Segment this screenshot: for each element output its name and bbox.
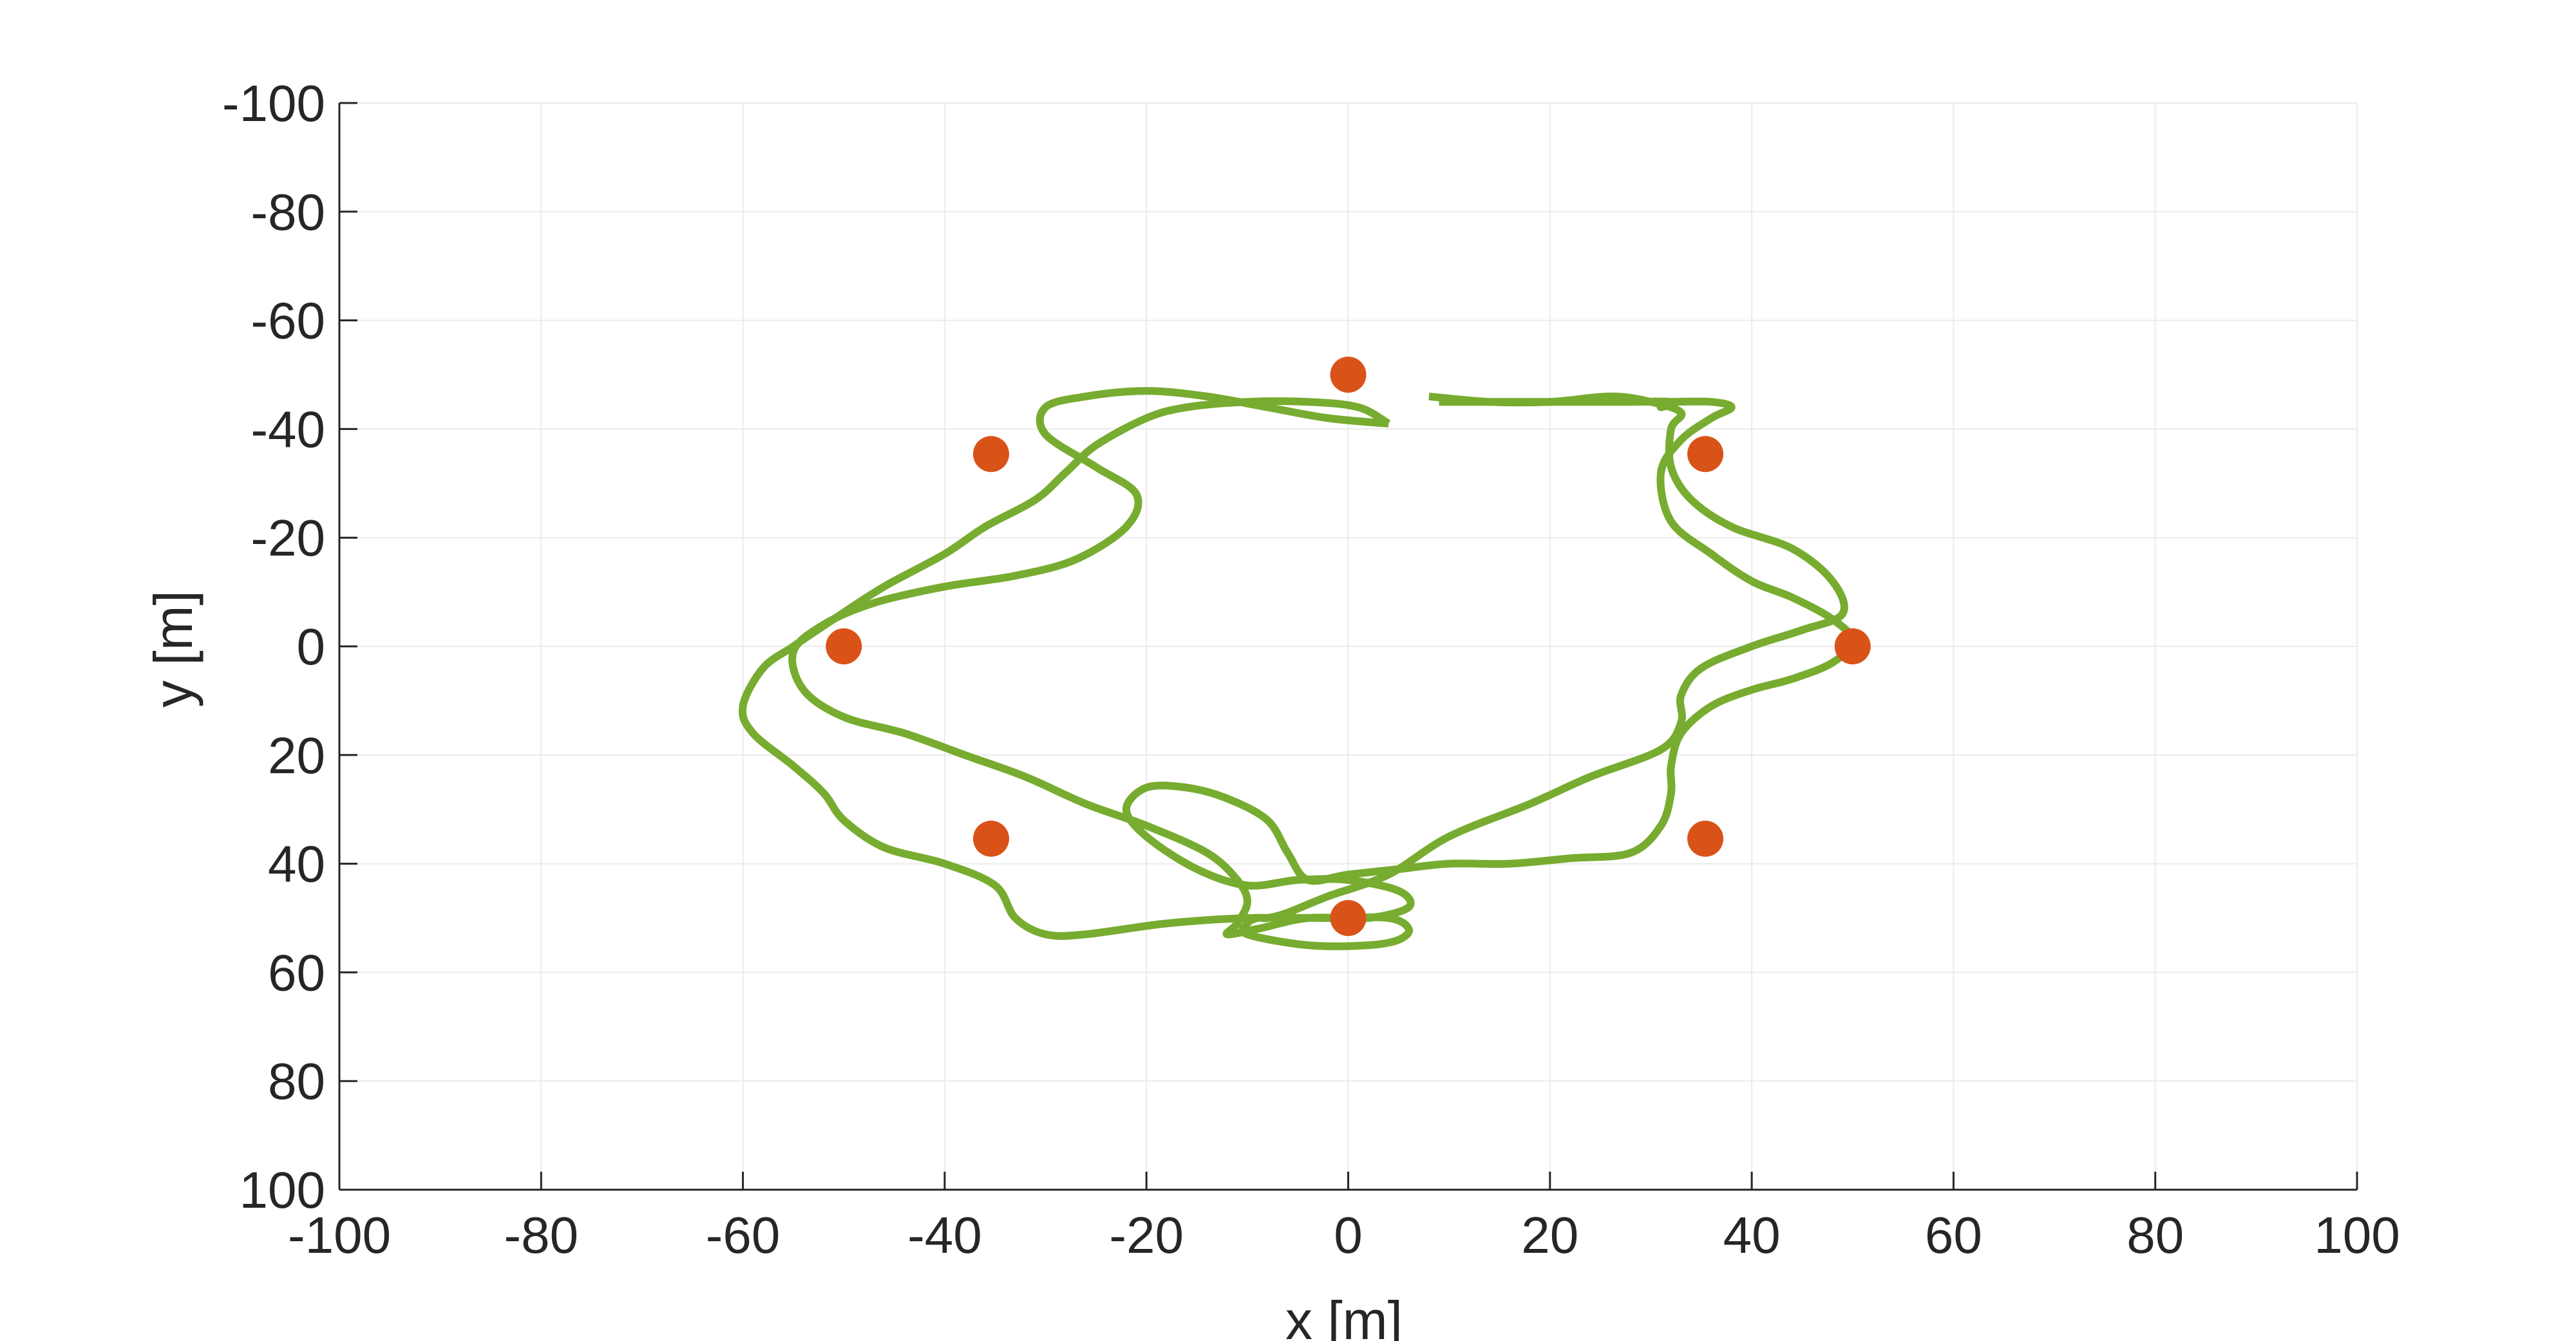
- x-tick-label-2: -60: [706, 1206, 781, 1264]
- waypoint-marker-6: [826, 628, 862, 664]
- y-tick-label-10: 100: [240, 1161, 325, 1219]
- waypoint-marker-7: [972, 436, 1009, 473]
- y-tick-label-2: -60: [251, 292, 325, 350]
- y-tick-label-7: 40: [268, 836, 325, 893]
- x-tick-label-10: 100: [2314, 1206, 2400, 1264]
- y-axis-label: y [m]: [143, 590, 204, 708]
- y-tick-label-9: 80: [268, 1053, 325, 1110]
- y-tick-label-4: -20: [251, 509, 325, 567]
- x-axis-label: x [m]: [1285, 1290, 1403, 1341]
- x-tick-label-3: -40: [907, 1206, 982, 1264]
- y-tick-label-0: -100: [222, 75, 325, 132]
- y-tick-label-5: 0: [297, 618, 326, 675]
- trajectory-line-0: [788, 387, 1857, 939]
- plot-data: [738, 357, 1871, 950]
- trajectory-line-1: [738, 392, 1848, 950]
- x-tick-label-7: 40: [1723, 1206, 1781, 1264]
- waypoint-marker-5: [972, 820, 1009, 857]
- waypoint-marker-4: [1330, 900, 1367, 936]
- y-tick-label-1: -80: [251, 183, 325, 241]
- x-tick-label-9: 80: [2126, 1206, 2184, 1264]
- tick-labels: -100 -80 -60 -40 -20 0 20 40 60 80 100-100-80-60-4…: [222, 75, 2400, 1264]
- x-tick-label-4: -20: [1109, 1206, 1184, 1264]
- waypoint-marker-1: [1687, 436, 1724, 473]
- x-tick-label-8: 60: [1925, 1206, 1982, 1264]
- waypoint-marker-2: [1834, 628, 1871, 664]
- x-tick-label-0: -100: [288, 1206, 391, 1264]
- axes: [338, 102, 2358, 1191]
- waypoint-marker-3: [1687, 820, 1724, 857]
- y-tick-label-3: -40: [251, 400, 325, 458]
- y-tick-label-8: 60: [268, 944, 325, 1001]
- x-tick-label-6: 20: [1521, 1206, 1578, 1264]
- y-tick-label-6: 20: [268, 727, 325, 784]
- x-tick-label-1: -80: [504, 1206, 578, 1264]
- x-tick-label-5: 0: [1334, 1206, 1363, 1264]
- waypoint-marker-0: [1330, 357, 1367, 393]
